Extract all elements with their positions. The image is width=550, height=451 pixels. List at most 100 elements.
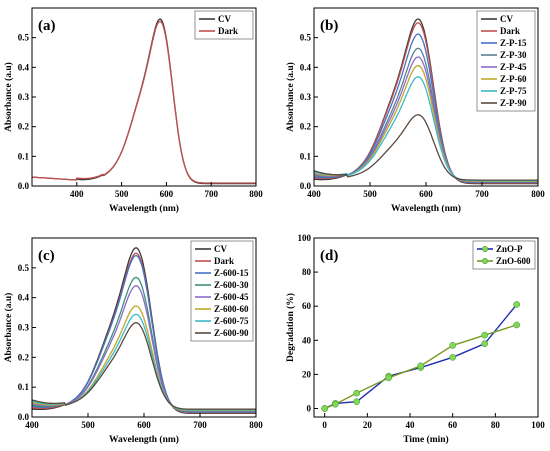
y-tick-label: 0.4 — [18, 62, 30, 72]
legend-label: Z-600-45 — [214, 292, 249, 302]
y-tick-label: 0.5 — [300, 33, 312, 43]
y-axis-label: Degradation (%) — [285, 293, 296, 362]
x-tick-label: 60 — [448, 420, 458, 430]
data-point — [417, 362, 425, 370]
legend-label: ZnO-P — [496, 244, 523, 254]
y-tick-label: 0.2 — [300, 122, 312, 132]
legend-marker — [481, 257, 489, 265]
panel-label: (a) — [38, 18, 56, 34]
legend-label: Z-600-90 — [214, 328, 249, 338]
y-tick-label: 0.0 — [300, 181, 312, 191]
y-tick-label: 0 — [307, 403, 312, 413]
panel-label: (b) — [320, 18, 338, 34]
legend-label: CV — [214, 244, 227, 254]
series-line-Z-600-90 — [32, 322, 256, 410]
plot-area — [314, 18, 538, 185]
x-tick-label: 400 — [70, 189, 84, 199]
panel-b-spectra: 400 500 600 700 800 0.0 0.1 0.2 0.3 0.4 0.5 Wavelen… — [285, 7, 545, 214]
x-tick-label: 400 — [25, 420, 39, 430]
y-tick-label: 0.2 — [18, 352, 30, 362]
legend-label: Z-600-15 — [214, 268, 249, 278]
x-axis-label: Wavelength (nm) — [109, 434, 179, 445]
legend-label: CV — [500, 14, 513, 24]
legend-box — [194, 10, 254, 40]
x-tick-label: 700 — [204, 189, 218, 199]
y-axis-label: Absorbance (a.u) — [3, 62, 14, 132]
x-tick-label: 600 — [160, 189, 174, 199]
x-axis-label: Time (min) — [403, 434, 448, 445]
legend-label: Z-P-60 — [500, 74, 527, 84]
data-point — [449, 342, 457, 349]
series-line-ZnO-600 — [324, 324, 517, 410]
panel-label: (c) — [38, 248, 55, 264]
panel-label: (d) — [320, 248, 338, 264]
y-tick-label: 0.2 — [18, 122, 30, 132]
x-tick-label: 600 — [137, 420, 151, 430]
data-point — [331, 400, 339, 408]
x-tick-label: 400 — [307, 189, 321, 199]
x-tick-label: 80 — [491, 420, 501, 430]
legend-label: Z-600-30 — [214, 280, 249, 290]
data-point — [513, 301, 521, 308]
panel-d-degradation: 0 20 40 60 80 100 0 20 40 60 80 100 Time (min) Degrad… — [285, 233, 545, 445]
x-tick-label: 800 — [249, 420, 263, 430]
legend-label: Z-P-30 — [500, 50, 527, 60]
data-point — [321, 405, 329, 412]
x-tick-label: 40 — [406, 420, 416, 430]
series-line-Dark — [32, 20, 256, 184]
x-tick-label: 800 — [531, 189, 545, 199]
x-tick-label: 20 — [363, 420, 373, 430]
y-tick-label: 0.4 — [18, 293, 30, 303]
series-line-CV — [32, 18, 256, 185]
legend-label: Dark — [500, 26, 520, 36]
plot-area — [32, 247, 256, 415]
legend-label: Z-600-60 — [214, 304, 249, 314]
data-point — [449, 353, 457, 361]
y-tick-label: 0.0 — [18, 412, 30, 422]
y-tick-label: 0.1 — [18, 382, 30, 392]
y-tick-label: 80 — [302, 267, 312, 277]
y-tick-label: 20 — [302, 369, 312, 379]
y-tick-label: 0.5 — [18, 263, 30, 273]
legend-marker — [481, 245, 489, 253]
x-tick-label: 500 — [81, 420, 95, 430]
y-axis-label: Absorbance (a.u) — [3, 293, 14, 363]
x-tick-label: 800 — [249, 189, 263, 199]
legend-label: Z-P-75 — [500, 86, 527, 96]
x-tick-label: 500 — [115, 189, 129, 199]
panel-a-spectra: 400 500 600 700 800 0.0 0.1 0.2 0.3 0.4 0.5 Wavelen… — [3, 7, 263, 214]
legend-label: Z-P-90 — [500, 98, 527, 108]
legend-label: Z-P-15 — [500, 38, 527, 48]
legend-label: Dark — [218, 26, 238, 36]
panel-c-spectra: 400 500 600 700 800 0.0 0.1 0.2 0.3 0.4 0.5 Wavelen… — [3, 237, 263, 445]
y-tick-label: 0.1 — [300, 151, 312, 161]
legend-label: ZnO-600 — [496, 256, 531, 266]
data-point — [353, 398, 361, 406]
x-tick-label: 600 — [419, 189, 433, 199]
y-tick-label: 0.3 — [18, 323, 30, 333]
y-tick-label: 0.5 — [18, 33, 30, 43]
data-point — [385, 374, 393, 382]
y-tick-label: 60 — [302, 301, 312, 311]
data-point — [481, 331, 489, 339]
x-tick-label: 500 — [363, 189, 377, 199]
legend-label: CV — [218, 14, 231, 24]
legend-box — [472, 240, 536, 270]
x-axis-label: Wavelength (nm) — [109, 203, 179, 214]
legend-label: Z-P-45 — [500, 62, 527, 72]
x-tick-label: 100 — [531, 420, 545, 430]
y-tick-label: 0.0 — [18, 181, 30, 191]
y-tick-label: 40 — [302, 335, 312, 345]
data-point — [353, 389, 361, 397]
legend-box — [190, 240, 254, 342]
plot-area — [32, 18, 256, 185]
data-point — [481, 340, 489, 348]
y-tick-label: 0.3 — [300, 92, 312, 102]
series-line-Z-P-90 — [314, 114, 538, 181]
legend-label: Dark — [214, 256, 234, 266]
y-tick-label: 0.1 — [18, 151, 30, 161]
plot-area — [321, 301, 521, 412]
y-tick-label: 0.3 — [18, 92, 30, 102]
data-point — [513, 321, 521, 329]
